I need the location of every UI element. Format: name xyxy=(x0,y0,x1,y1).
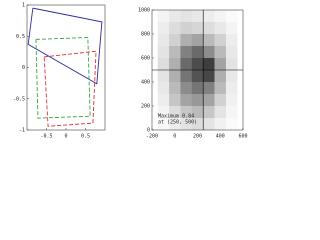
heat-cell xyxy=(169,106,181,119)
heat-cell xyxy=(180,10,193,23)
heat-cell xyxy=(214,70,227,83)
heat-cell xyxy=(157,34,170,47)
heat-cell xyxy=(191,34,204,47)
heat-cell xyxy=(225,82,238,95)
heat-cell xyxy=(157,10,170,23)
heat-cell xyxy=(214,82,227,95)
heat-cell xyxy=(203,46,215,59)
heat-cell xyxy=(203,34,215,47)
heat-cell xyxy=(191,106,204,119)
heat-cell xyxy=(169,118,181,131)
heat-cell xyxy=(214,34,227,47)
polygon-line xyxy=(43,50,97,127)
x-tick-label: 400 xyxy=(216,134,225,140)
heat-cell xyxy=(157,70,170,83)
heat-cell xyxy=(203,94,215,107)
figure: -0.5 0 0.5-1-0.500.51-200 0 200 400 6000200400… xyxy=(0,0,250,143)
heat-cell xyxy=(191,94,204,107)
heat-cell xyxy=(214,10,227,23)
heat-cell xyxy=(225,94,238,107)
y-tick-label: 0 xyxy=(147,128,150,134)
y-tick-label: 1000 xyxy=(138,8,150,14)
heat-cell xyxy=(225,106,238,119)
heat-cell xyxy=(169,46,181,59)
heat-cell xyxy=(169,70,181,83)
heat-cell xyxy=(180,22,193,35)
y-tick-label: 800 xyxy=(141,32,150,38)
x-tick-label: 0.5 xyxy=(81,134,90,140)
heat-cell xyxy=(214,46,227,59)
heat-cell xyxy=(203,106,215,119)
heat-cell xyxy=(157,22,170,35)
heat-cell xyxy=(203,58,215,71)
heat-cell xyxy=(191,10,204,23)
heat-cell xyxy=(157,106,170,119)
heat-cell xyxy=(180,34,193,47)
heat-cell xyxy=(203,10,215,23)
heat-cell xyxy=(214,106,227,119)
y-tick-label: 0.5 xyxy=(16,34,25,40)
heat-cell xyxy=(203,118,215,131)
heat-cell xyxy=(191,70,204,83)
heat-cell xyxy=(214,94,227,107)
x-tick-label: 600 xyxy=(238,134,247,140)
heat-cell xyxy=(214,58,227,71)
heat-cell xyxy=(180,106,193,119)
heat-cell xyxy=(214,22,227,35)
heat-cell xyxy=(191,46,204,59)
x-tick-label: 0 xyxy=(173,134,176,140)
y-tick-label: 600 xyxy=(141,56,150,62)
heat-cell xyxy=(157,82,170,95)
plot-frame xyxy=(26,4,106,131)
y-tick-label: 1 xyxy=(22,3,25,9)
x-tick-label: -0.5 xyxy=(40,134,52,140)
heat-cell xyxy=(180,118,193,131)
polygon-line xyxy=(27,7,103,85)
heat-cell xyxy=(180,58,193,71)
heat-cell xyxy=(191,58,204,71)
heat-cell xyxy=(225,58,238,71)
y-tick-label: 400 xyxy=(141,80,150,86)
heat-cell xyxy=(203,22,215,35)
heat-cell xyxy=(225,70,238,83)
heat-cell xyxy=(169,94,181,107)
x-tick-label: -200 xyxy=(146,134,158,140)
x-tick-label: 0 xyxy=(64,134,67,140)
heat-cell xyxy=(191,22,204,35)
x-tick-label: 200 xyxy=(193,134,202,140)
heat-cell xyxy=(169,58,181,71)
heat-cell xyxy=(214,118,227,131)
heat-cell xyxy=(157,58,170,71)
y-tick-label: 0 xyxy=(22,65,25,71)
heat-cell xyxy=(180,94,193,107)
heat-cell xyxy=(169,10,181,23)
heat-cell xyxy=(225,34,238,47)
annotation: at (250, 500) xyxy=(158,120,197,126)
heat-cell xyxy=(191,82,204,95)
y-tick-label: 200 xyxy=(141,104,150,110)
heat-cell xyxy=(225,118,238,131)
heat-cell xyxy=(203,70,215,83)
heat-cell xyxy=(225,46,238,59)
heat-cell xyxy=(191,118,204,131)
heat-cell xyxy=(180,82,193,95)
heat-cell xyxy=(169,82,181,95)
heat-cell xyxy=(225,22,238,35)
heat-cell xyxy=(225,10,238,23)
heat-cell xyxy=(157,118,170,131)
y-tick-label: -1 xyxy=(19,128,25,134)
y-tick-label: -0.5 xyxy=(13,96,25,102)
heat-cell xyxy=(203,82,215,95)
heat-cell xyxy=(169,34,181,47)
heat-cell xyxy=(169,22,181,35)
heat-cell xyxy=(157,46,170,59)
heat-cell xyxy=(180,70,193,83)
annotation: Maximum 0.84 xyxy=(158,114,194,120)
heat-cell xyxy=(180,46,193,59)
heat-cell xyxy=(157,94,170,107)
